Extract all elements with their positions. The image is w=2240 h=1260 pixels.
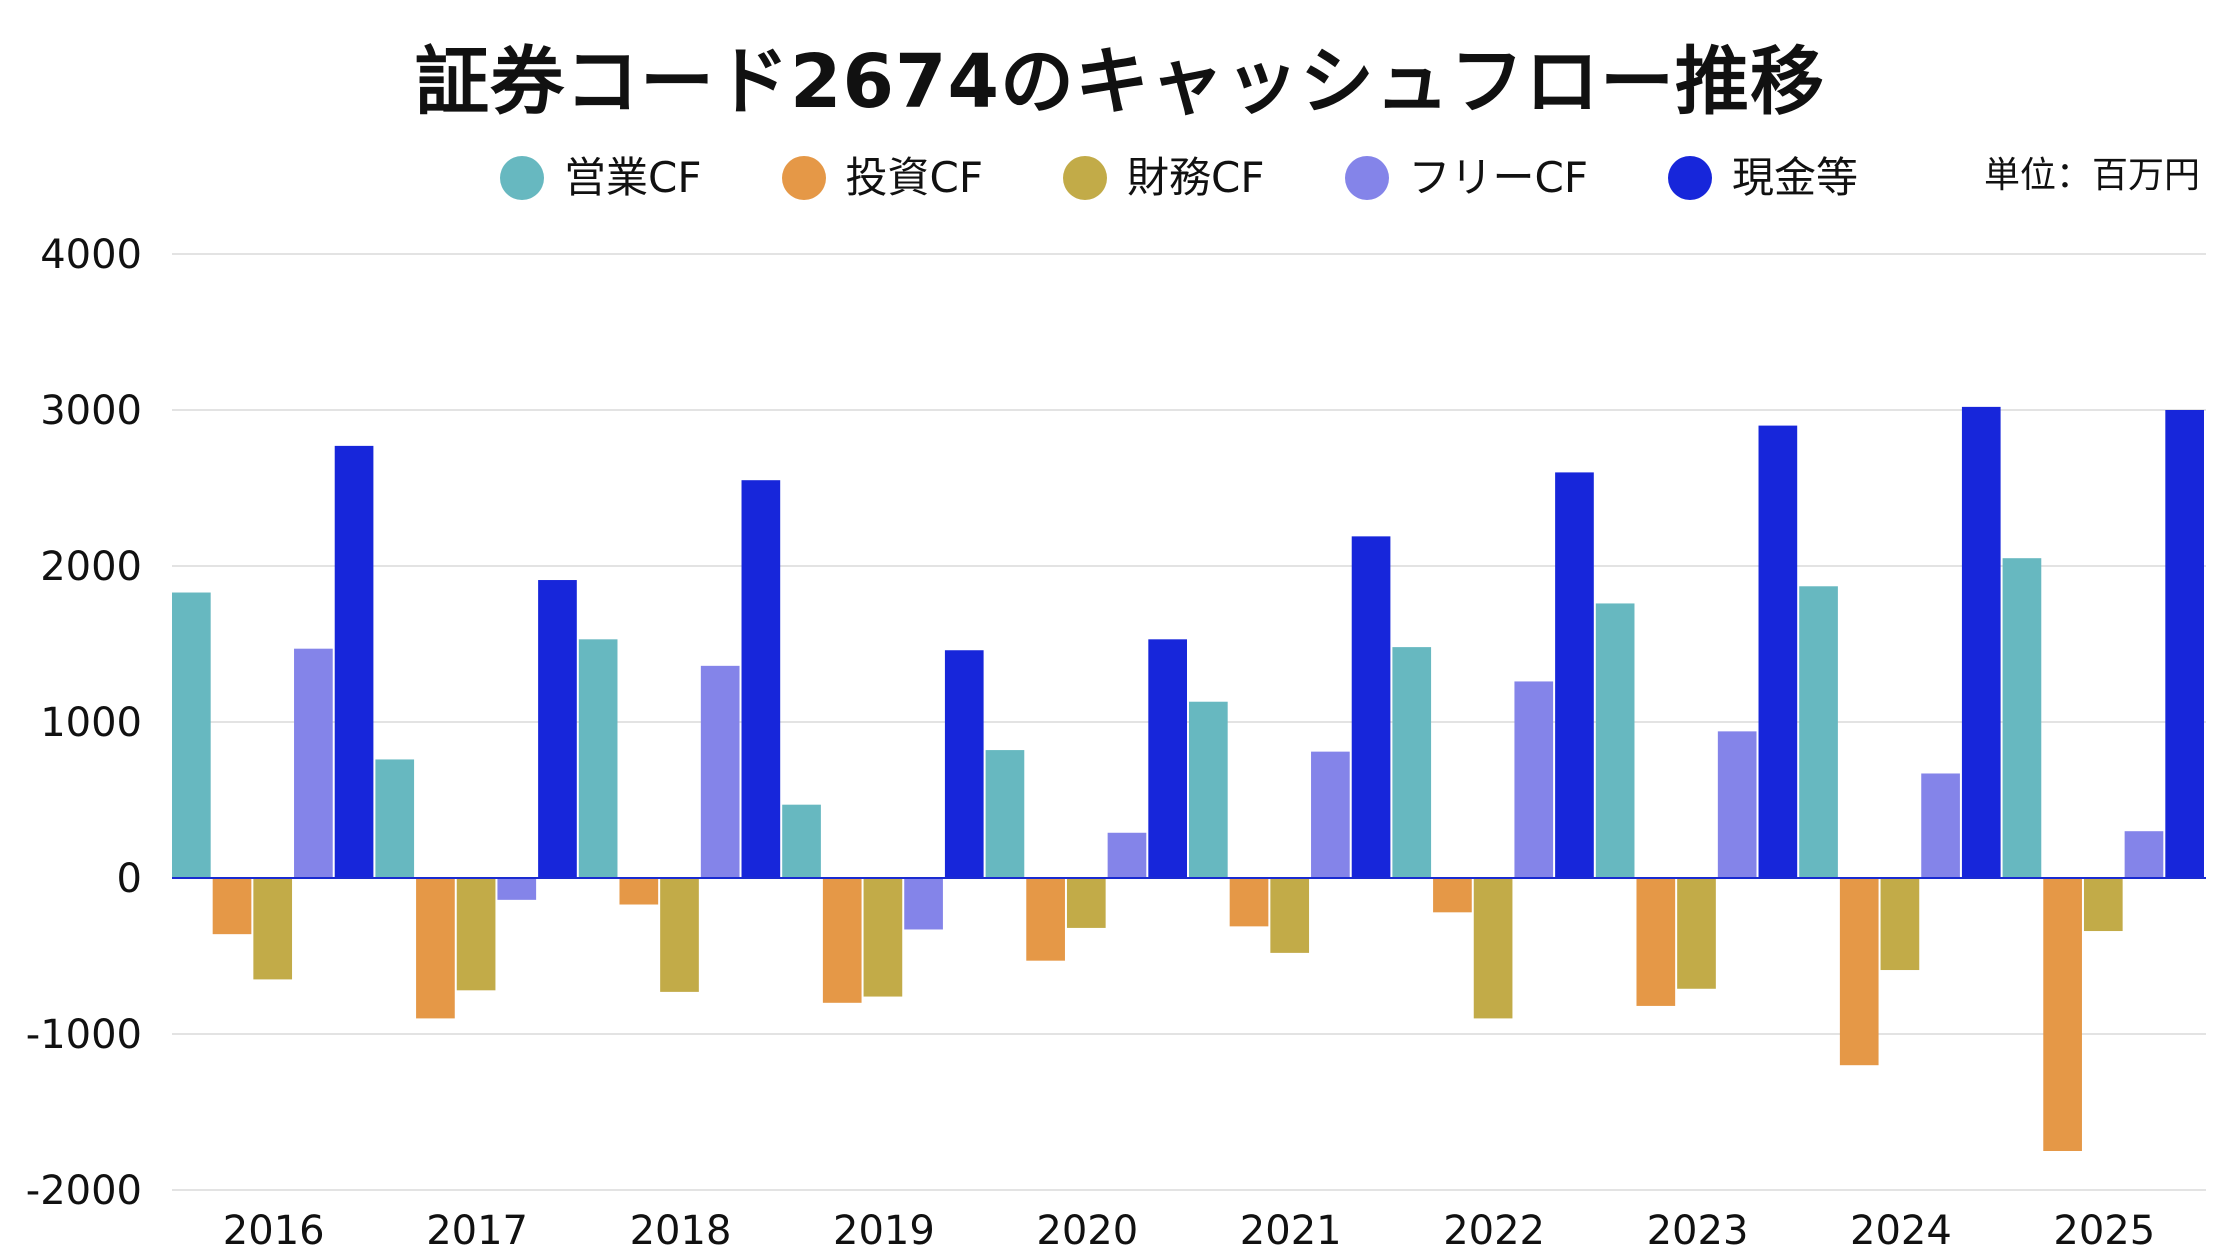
bar: 現金等 2023: 2900 bbox=[1758, 425, 1798, 878]
bar: 投資CF 2021: -310 bbox=[1229, 878, 1269, 927]
legend-label: 財務CF bbox=[1127, 153, 1265, 202]
bar: 財務CF 2022: -900 bbox=[1473, 878, 1513, 1019]
x-tick-label: 2024 bbox=[1850, 1208, 1952, 1254]
bar: 営業CF 2020: 820 bbox=[985, 750, 1025, 878]
bar: 投資CF 2020: -530 bbox=[1026, 878, 1065, 961]
y-tick-label: -1000 bbox=[26, 1012, 142, 1058]
y-tick-label: -2000 bbox=[26, 1168, 142, 1214]
bar: 現金等 2016: 2770 bbox=[334, 445, 374, 878]
bar: 営業CF 2019: 470 bbox=[782, 804, 821, 878]
x-tick-label: 2018 bbox=[630, 1208, 732, 1254]
x-tick-label: 2017 bbox=[426, 1208, 528, 1254]
bar: 財務CF 2021: -480 bbox=[1270, 878, 1310, 953]
bar: 投資CF 2019: -800 bbox=[822, 878, 862, 1003]
bar: 営業CF 2025: 2050 bbox=[2002, 558, 2042, 878]
bar: フリーCF 2021: 810 bbox=[1311, 751, 1350, 878]
bar: フリーCF 2019: -330 bbox=[904, 878, 943, 930]
bar: 営業CF 2018: 1530 bbox=[578, 639, 618, 878]
bar: 現金等 2020: 1530 bbox=[1148, 639, 1187, 878]
y-tick-label: 2000 bbox=[40, 544, 142, 590]
y-tick-label: 3000 bbox=[40, 388, 142, 434]
legend-swatch bbox=[1344, 156, 1389, 200]
bar: 投資CF 2017: -900 bbox=[416, 878, 455, 1019]
bar: 投資CF 2022: -220 bbox=[1433, 878, 1472, 913]
x-tick-label: 2020 bbox=[1036, 1208, 1138, 1254]
bar: 営業CF 2023: 1760 bbox=[1595, 603, 1635, 878]
bar: フリーCF 2017: -140 bbox=[497, 878, 537, 900]
legend-swatch bbox=[1063, 156, 1107, 200]
bar: 営業CF 2017: 760 bbox=[375, 759, 415, 878]
bar: フリーCF 2020: 290 bbox=[1107, 832, 1147, 878]
legend-swatch bbox=[781, 156, 826, 200]
bar: 財務CF 2016: -650 bbox=[253, 878, 293, 980]
bar: 投資CF 2023: -820 bbox=[1636, 878, 1676, 1006]
bar: 財務CF 2017: -720 bbox=[456, 878, 496, 991]
legend-item: 営業CF bbox=[500, 156, 702, 200]
bar: 営業CF 2021: 1130 bbox=[1189, 701, 1228, 878]
legend-item: 投資CF bbox=[781, 153, 984, 202]
x-tick-label: 2022 bbox=[1443, 1208, 1545, 1254]
bar: 現金等 2021: 2190 bbox=[1351, 536, 1391, 878]
bar: 現金等 2018: 2550 bbox=[741, 480, 781, 878]
x-tick-label: 2025 bbox=[2053, 1208, 2155, 1254]
legend-label: 投資CF bbox=[845, 153, 984, 202]
bar: 財務CF 2020: -320 bbox=[1066, 878, 1106, 928]
legend-label: 営業CF bbox=[564, 153, 702, 202]
bar: 投資CF 2024: -1200 bbox=[1839, 878, 1879, 1066]
legend-item: フリーCF bbox=[1344, 153, 1589, 202]
bar: 現金等 2022: 2600 bbox=[1555, 472, 1594, 878]
y-tick-label: 4000 bbox=[40, 232, 142, 278]
bar: 投資CF 2025: -1750 bbox=[2043, 878, 2082, 1151]
bar: 現金等 2017: 1910 bbox=[538, 580, 577, 878]
x-tick-label: 2021 bbox=[1240, 1208, 1342, 1254]
legend-item: 現金等 bbox=[1668, 156, 1858, 200]
bar: 財務CF 2018: -730 bbox=[660, 878, 699, 992]
bar: 投資CF 2016: -360 bbox=[212, 878, 252, 935]
legend-label: 現金等 bbox=[1732, 153, 1859, 202]
bar: 財務CF 2023: -710 bbox=[1677, 878, 1716, 989]
bar: フリーCF 2018: 1360 bbox=[700, 665, 740, 878]
bar: 現金等 2024: 3020 bbox=[1961, 406, 2001, 878]
bar: 営業CF 2024: 1870 bbox=[1799, 586, 1838, 878]
x-tick-label: 2023 bbox=[1647, 1208, 1749, 1254]
bar: 営業CF 2022: 1480 bbox=[1392, 647, 1432, 878]
bar: フリーCF 2025: 300 bbox=[2124, 831, 2164, 878]
x-tick-label: 2019 bbox=[833, 1208, 935, 1254]
bar: 投資CF 2018: -170 bbox=[619, 878, 659, 905]
y-tick-label: 1000 bbox=[40, 700, 142, 746]
bar: フリーCF 2023: 940 bbox=[1717, 731, 1757, 878]
unit-label: 単位：百万円 bbox=[1983, 155, 2200, 196]
bar: 財務CF 2019: -760 bbox=[863, 878, 903, 997]
bar: フリーCF 2024: 670 bbox=[1921, 773, 1960, 878]
chart-title: 証券コード2674のキャッシュフロー推移 bbox=[415, 39, 1825, 125]
bar: 財務CF 2025: -340 bbox=[2083, 878, 2123, 932]
y-tick-label: 0 bbox=[117, 856, 142, 902]
legend-swatch bbox=[1668, 156, 1712, 200]
bar: フリーCF 2016: 1470 bbox=[294, 648, 333, 878]
legend: 営業CF 投資CF 財務CF フリーCF 現金等 bbox=[500, 148, 1938, 208]
legend-item: 財務CF bbox=[1063, 156, 1265, 200]
bar: フリーCF 2022: 1260 bbox=[1514, 681, 1554, 878]
legend-swatch bbox=[500, 156, 544, 200]
bar: 現金等 2019: 1460 bbox=[944, 650, 984, 878]
bar: 現金等 2025: 3000 bbox=[2165, 410, 2204, 878]
legend-label: フリーCF bbox=[1408, 153, 1589, 202]
bar: 営業CF 2016: 1830 bbox=[172, 592, 211, 878]
bar: 財務CF 2024: -590 bbox=[1880, 878, 1920, 971]
x-tick-label: 2016 bbox=[223, 1208, 325, 1254]
